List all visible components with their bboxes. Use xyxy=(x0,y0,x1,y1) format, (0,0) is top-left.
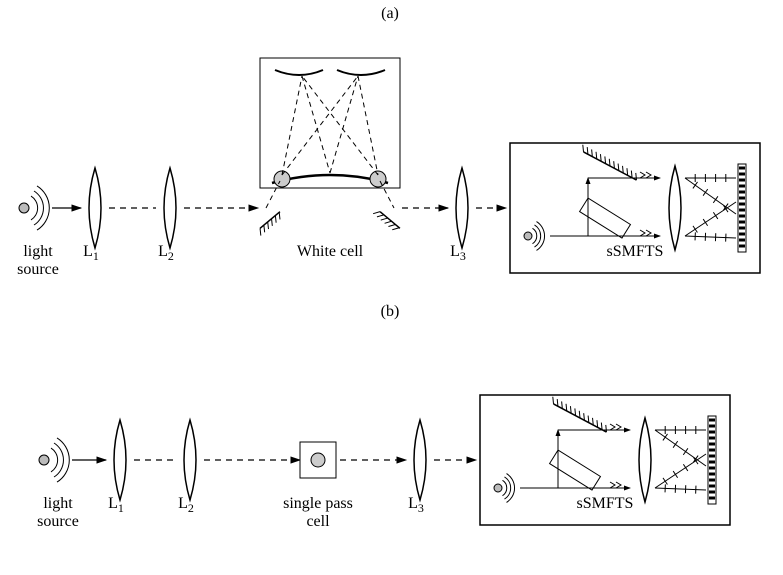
svg-text:source: source xyxy=(37,513,79,530)
svg-text:White cell: White cell xyxy=(297,243,364,260)
svg-text:sSMFTS: sSMFTS xyxy=(607,243,664,260)
svg-text:light: light xyxy=(43,495,73,512)
svg-text:(b): (b) xyxy=(381,303,400,320)
svg-text:single pass: single pass xyxy=(283,495,353,512)
svg-text:L2: L2 xyxy=(158,243,174,263)
svg-text:L1: L1 xyxy=(108,495,124,515)
svg-text:L2: L2 xyxy=(178,495,194,515)
svg-text:L3: L3 xyxy=(408,495,424,515)
svg-text:L3: L3 xyxy=(450,243,466,263)
svg-text:(a): (a) xyxy=(381,5,399,22)
svg-text:cell: cell xyxy=(306,513,330,530)
svg-text:source: source xyxy=(17,261,59,278)
svg-text:L1: L1 xyxy=(83,243,99,263)
svg-text:sSMFTS: sSMFTS xyxy=(577,495,634,512)
svg-text:light: light xyxy=(23,243,53,260)
